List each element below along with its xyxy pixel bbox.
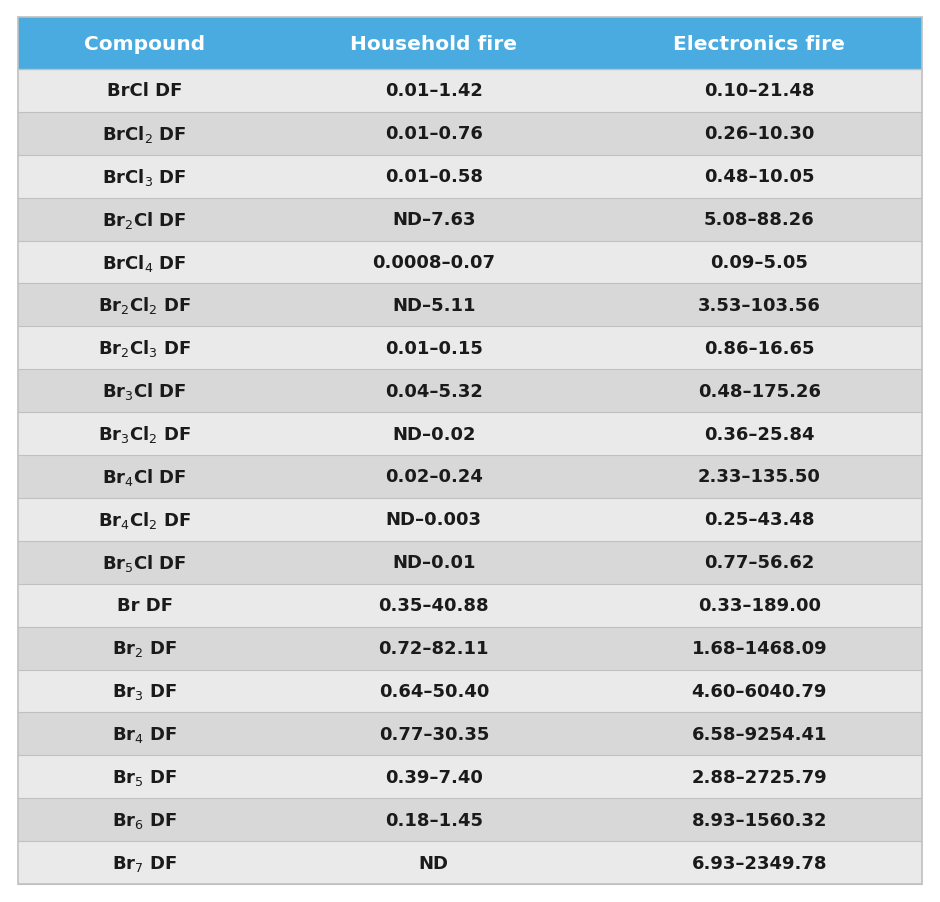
- Text: BrCl$_3$ DF: BrCl$_3$ DF: [102, 167, 187, 188]
- Bar: [18, 242, 922, 284]
- Text: Br$_4$Cl$_2$ DF: Br$_4$Cl$_2$ DF: [98, 510, 191, 530]
- Text: 0.77–56.62: 0.77–56.62: [704, 554, 814, 572]
- Text: ND–0.02: ND–0.02: [392, 425, 476, 443]
- Text: 0.01–0.15: 0.01–0.15: [384, 339, 483, 357]
- Text: 0.01–1.42: 0.01–1.42: [384, 82, 483, 100]
- Text: 4.60–6040.79: 4.60–6040.79: [692, 682, 827, 700]
- Bar: [18, 842, 922, 884]
- Bar: [18, 113, 922, 156]
- Text: 0.36–25.84: 0.36–25.84: [704, 425, 815, 443]
- Text: 0.01–0.58: 0.01–0.58: [384, 168, 483, 186]
- Text: 6.58–9254.41: 6.58–9254.41: [692, 725, 827, 743]
- Bar: [18, 584, 922, 627]
- Text: 0.01–0.76: 0.01–0.76: [384, 125, 483, 143]
- Text: 0.39–7.40: 0.39–7.40: [384, 768, 483, 786]
- Bar: [18, 284, 922, 327]
- Bar: [18, 18, 922, 70]
- Text: 5.08–88.26: 5.08–88.26: [704, 211, 815, 229]
- Text: ND–5.11: ND–5.11: [392, 297, 476, 315]
- Bar: [18, 456, 922, 499]
- Text: 1.68–1468.09: 1.68–1468.09: [692, 640, 827, 658]
- Text: Br$_3$Cl DF: Br$_3$Cl DF: [102, 381, 187, 401]
- Text: Br$_4$Cl DF: Br$_4$Cl DF: [102, 466, 187, 487]
- Bar: [18, 756, 922, 798]
- Text: Br$_2$Cl$_2$ DF: Br$_2$Cl$_2$ DF: [98, 295, 191, 316]
- Bar: [18, 198, 922, 242]
- Text: Br DF: Br DF: [117, 596, 173, 614]
- Bar: [18, 627, 922, 670]
- Text: 8.93–1560.32: 8.93–1560.32: [692, 811, 827, 829]
- Text: 0.09–5.05: 0.09–5.05: [711, 253, 808, 272]
- Bar: [18, 156, 922, 198]
- Text: 0.25–43.48: 0.25–43.48: [704, 511, 815, 529]
- Text: 0.48–175.26: 0.48–175.26: [697, 382, 821, 400]
- Text: Electronics fire: Electronics fire: [673, 34, 845, 53]
- Bar: [18, 413, 922, 456]
- Bar: [18, 713, 922, 756]
- Text: 0.35–40.88: 0.35–40.88: [379, 596, 489, 614]
- Bar: [18, 327, 922, 370]
- Text: BrCl$_2$ DF: BrCl$_2$ DF: [102, 124, 187, 144]
- Text: 3.53–103.56: 3.53–103.56: [697, 297, 821, 315]
- Text: 0.02–0.24: 0.02–0.24: [384, 468, 483, 486]
- Text: 2.88–2725.79: 2.88–2725.79: [692, 768, 827, 786]
- Text: 0.77–30.35: 0.77–30.35: [379, 725, 489, 743]
- Text: ND–0.003: ND–0.003: [385, 511, 482, 529]
- Text: 0.72–82.11: 0.72–82.11: [379, 640, 489, 658]
- Text: BrCl DF: BrCl DF: [107, 82, 182, 100]
- Text: Br$_5$Cl DF: Br$_5$Cl DF: [102, 552, 187, 573]
- Text: Compound: Compound: [84, 34, 205, 53]
- Text: 0.33–189.00: 0.33–189.00: [697, 596, 821, 614]
- Text: 0.18–1.45: 0.18–1.45: [384, 811, 483, 829]
- Bar: [18, 70, 922, 113]
- Text: ND–7.63: ND–7.63: [392, 211, 476, 229]
- Text: ND–0.01: ND–0.01: [392, 554, 476, 572]
- Text: Br$_6$ DF: Br$_6$ DF: [112, 810, 177, 830]
- Text: 0.0008–0.07: 0.0008–0.07: [372, 253, 495, 272]
- Text: 0.48–10.05: 0.48–10.05: [704, 168, 815, 186]
- Bar: [18, 670, 922, 713]
- Text: Br$_2$Cl DF: Br$_2$Cl DF: [102, 209, 187, 230]
- Text: Br$_4$ DF: Br$_4$ DF: [112, 724, 177, 744]
- Text: Br$_3$Cl$_2$ DF: Br$_3$Cl$_2$ DF: [98, 424, 191, 445]
- Text: 0.04–5.32: 0.04–5.32: [384, 382, 483, 400]
- Bar: [18, 541, 922, 584]
- Text: Household fire: Household fire: [351, 34, 517, 53]
- Text: 2.33–135.50: 2.33–135.50: [697, 468, 821, 486]
- Bar: [18, 499, 922, 541]
- Text: Br$_3$ DF: Br$_3$ DF: [112, 681, 177, 701]
- Text: 0.64–50.40: 0.64–50.40: [379, 682, 489, 700]
- Bar: [18, 370, 922, 413]
- Text: 0.86–16.65: 0.86–16.65: [704, 339, 815, 357]
- Text: 0.26–10.30: 0.26–10.30: [704, 125, 814, 143]
- Text: Br$_2$ DF: Br$_2$ DF: [112, 639, 177, 658]
- Text: ND: ND: [419, 853, 448, 871]
- Text: Br$_5$ DF: Br$_5$ DF: [112, 767, 177, 787]
- Text: Br$_2$Cl$_3$ DF: Br$_2$Cl$_3$ DF: [98, 338, 191, 359]
- Text: Br$_7$ DF: Br$_7$ DF: [112, 852, 177, 872]
- Text: 0.10–21.48: 0.10–21.48: [704, 82, 815, 100]
- Bar: [18, 798, 922, 842]
- Text: 6.93–2349.78: 6.93–2349.78: [692, 853, 827, 871]
- Text: BrCl$_4$ DF: BrCl$_4$ DF: [102, 253, 187, 273]
